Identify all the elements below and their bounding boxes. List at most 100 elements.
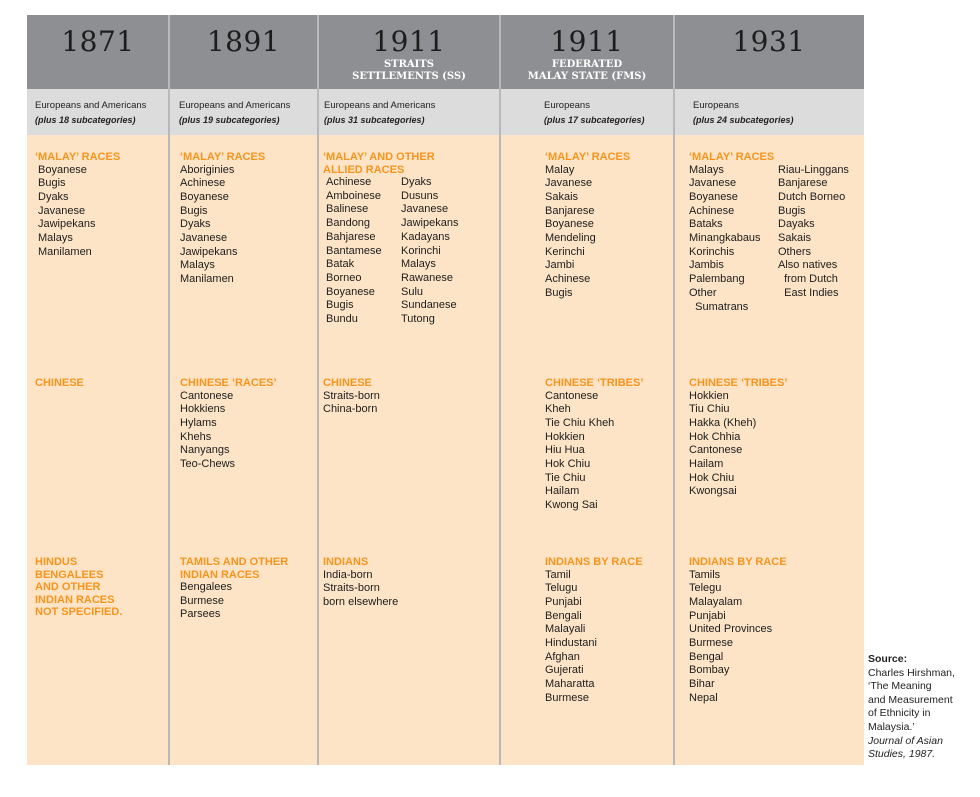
list-item: Achinese [545, 273, 591, 286]
item-column: Malays Javanese Boyanese Achinese Bataks Mina… [689, 164, 778, 315]
list-item: Sakais [545, 190, 579, 203]
item-column: Cantonese Kheh Tie Chiu Kheh Hokkien Hiu Hua… [545, 390, 614, 513]
list-item: Maharatta [545, 678, 595, 691]
list-item: Telugu [545, 582, 578, 595]
list-item: Bugis [38, 177, 66, 190]
region-label: FEDERATED MALAY STATE (FMS) [527, 59, 647, 82]
list-item: Bugis [326, 299, 354, 312]
chinese-section: CHINESE [35, 377, 84, 403]
list-item: Tie Chiu [545, 471, 586, 484]
list-item: Burmese [545, 691, 590, 704]
malay-heading: ‘MALAY’ RACES [180, 151, 266, 163]
malay-items: Aboriginies Achinese Boyanese Bugis Dyaks Jav… [180, 164, 265, 287]
europeans-band [27, 89, 169, 135]
list-item: Korinchis [689, 245, 735, 258]
list-item: Tamils [689, 568, 721, 581]
europeans-category: Europeans (plus 17 subcategories) [544, 99, 645, 128]
list-item: Batak [326, 258, 355, 271]
list-item: Boyanese [545, 218, 594, 231]
list-item: Dayaks [778, 218, 815, 231]
chinese-section: CHINESE ‘TRIBES’ Cantonese Kheh Tie Chiu Kh… [545, 377, 643, 513]
list-item: Punjabi [689, 609, 726, 622]
malay-section: ‘MALAY’ AND OTHER ALLIED RACES Achinese Am… [323, 151, 458, 327]
list-item: Minangkabaus [689, 232, 761, 245]
list-item: Cantonese [545, 389, 599, 402]
chinese-heading: CHINESE ‘TRIBES’ [545, 377, 644, 389]
list-item: born elsewhere [323, 595, 399, 608]
malay-section: ‘MALAY’ RACES Malays Javanese Boyanese Achin… [689, 151, 849, 314]
list-item: Hailam [545, 485, 580, 498]
item-column: Aboriginies Achinese Boyanese Bugis Dyaks Jav… [180, 164, 237, 287]
list-item: Bengal [689, 650, 724, 663]
year-header: 1891 [169, 15, 318, 89]
indian-heading: INDIANS BY RACE [689, 556, 787, 568]
chinese-items: Cantonese Hokkiens Hylams Khehs Nanyangs Teo-… [180, 390, 277, 472]
europeans-label: Europeans [693, 100, 739, 111]
subcategory-count: (plus 18 subcategories) [35, 115, 136, 125]
list-item: Kadayans [401, 230, 450, 243]
category-body [27, 135, 169, 765]
chinese-items: Straits-born China-born [323, 390, 398, 417]
source-note: Source: Charles Hirshman, ‘The Meaning a… [868, 653, 955, 762]
chinese-items: Cantonese Kheh Tie Chiu Kheh Hokkien Hiu Hua… [545, 390, 643, 513]
list-item: Straits-born [323, 389, 380, 402]
source-line: Charles Hirshman, [868, 666, 955, 679]
item-column: Achinese Amboinese Balinese Bandong Bahjares… [326, 176, 401, 327]
column-1931: 1931 Europeans (plus 24 subcategories) ‘MAL… [674, 15, 864, 765]
year-label: 1911 [372, 25, 446, 58]
indian-items: Tamils Telegu Malayalam Punjabi United Provi… [689, 569, 787, 706]
malay-items: Malay Javanese Sakais Banjarese Boyanese Mend… [545, 164, 630, 301]
europeans-label: Europeans and Americans [35, 100, 147, 111]
indian-items: Bengalees Burmese Parsees [180, 581, 288, 622]
list-item: Malayali [545, 623, 586, 636]
column-1871: 1871 Europeans and Americans (plus 18 subc… [27, 15, 170, 765]
list-item: Sundanese [401, 299, 457, 312]
list-item: Mendeling [545, 232, 596, 245]
europeans-label: Europeans and Americans [324, 100, 436, 111]
year-label: 1911 [550, 25, 624, 58]
list-item: Malays [401, 258, 436, 271]
list-item: Bataks [689, 218, 723, 231]
indian-heading: INDIANS [323, 556, 369, 568]
list-item: Bandong [326, 217, 371, 230]
list-item: Korinchi [401, 244, 441, 257]
list-item: Balinese [326, 203, 369, 216]
indian-items: Tamil Telugu Punjabi Bengali Malayali Hindust… [545, 569, 643, 706]
europeans-category: Europeans and Americans (plus 19 subcateg… [179, 99, 290, 128]
list-item: Javanese [401, 203, 449, 216]
list-item: Gujerati [545, 664, 584, 677]
list-item: Bihar [689, 678, 715, 691]
list-item: Rawanese [401, 271, 453, 284]
list-item: Malays [38, 232, 73, 245]
list-item: Khehs [180, 430, 212, 443]
europeans-category: Europeans and Americans (plus 18 subcateg… [35, 99, 146, 128]
list-item: Hokkien [689, 389, 729, 402]
list-item: Kwong Sai [545, 499, 598, 512]
list-item: Tamil [545, 568, 571, 581]
source-line: ‘The Meaning [868, 680, 932, 693]
indian-section: HINDUS BENGALEES AND OTHER INDIAN RACES … [35, 556, 122, 632]
source-line: Malaysia.’ [868, 720, 915, 733]
list-item: Hok Chiu [545, 458, 591, 471]
list-item: Achinese [689, 204, 735, 217]
indian-items: India-born Straits-born born elsewhere [323, 569, 398, 610]
list-item: Hindustani [545, 637, 597, 650]
subcategory-count: (plus 31 subcategories) [324, 115, 425, 125]
list-item: Jawipekans [180, 245, 238, 258]
indian-section: TAMILS AND OTHER INDIAN RACES Bengalees Bu… [180, 556, 288, 622]
list-item: Bantamese [326, 244, 382, 257]
list-item: Tie Chiu Kheh [545, 416, 615, 429]
list-item: Tiu Chiu [689, 403, 730, 416]
list-item: Javanese [689, 177, 737, 190]
list-item: Bengali [545, 609, 582, 622]
column-1911: 1911 STRAITS SETTLEMENTS (SS) Europeans an… [318, 15, 501, 765]
europeans-band [169, 89, 318, 135]
list-item: Boyanese [326, 285, 375, 298]
list-item: Bugis [180, 204, 208, 217]
list-item: Burmese [180, 594, 225, 607]
chinese-items: Hokkien Tiu Chiu Hakka (Kheh) Hok Chhia Cant… [689, 390, 787, 500]
list-item: Manilamen [180, 273, 234, 286]
list-item: Dyaks [180, 218, 211, 231]
malay-items: Malays Javanese Boyanese Achinese Bataks Mina… [689, 164, 849, 315]
list-item: Hiu Hua [545, 444, 585, 457]
